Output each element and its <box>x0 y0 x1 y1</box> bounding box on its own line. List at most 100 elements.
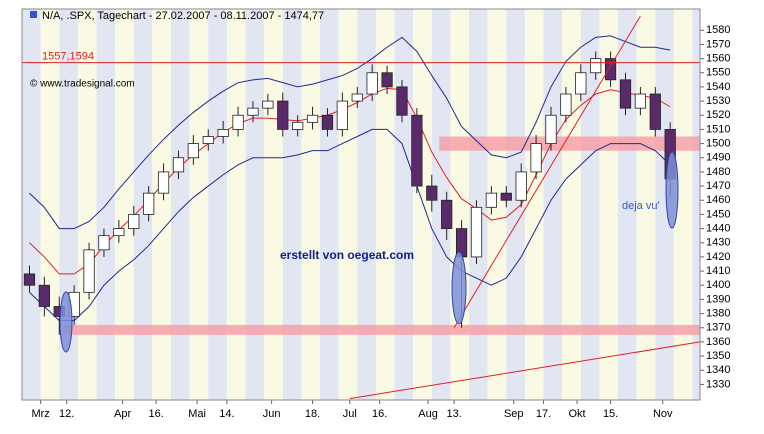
candle-body <box>366 72 378 95</box>
x-tick-label: 18. <box>305 408 320 420</box>
trendline <box>453 15 641 329</box>
y-tick-label: 1560 <box>706 52 730 64</box>
stripe <box>189 9 209 400</box>
y-tick-label: 1550 <box>706 67 730 79</box>
y-tick-label: 1340 <box>706 364 730 376</box>
candle-body <box>143 192 155 215</box>
candle-body <box>128 214 140 229</box>
stripe <box>357 9 376 400</box>
x-tick-label: Aug <box>418 408 438 420</box>
stripe <box>22 9 41 400</box>
stripe <box>692 9 700 400</box>
candle-body <box>38 284 50 307</box>
stripe <box>115 9 134 400</box>
candle-body <box>247 107 259 116</box>
y-tick-label: 1390 <box>706 293 730 305</box>
stripe <box>599 9 619 400</box>
candle-body <box>98 235 110 251</box>
highlight <box>451 251 467 325</box>
plot: 1330 1340 1350 1360 1370 1380 1390 1400 1410 1420… <box>22 15 730 420</box>
x-tick-label: Mrz <box>31 408 49 420</box>
x-tick-label: 15. <box>603 408 618 420</box>
band-line <box>29 128 671 322</box>
stripe <box>450 9 470 400</box>
zone <box>62 324 700 335</box>
x-tick-label: Nov <box>653 408 673 420</box>
x-tick-label: Jun <box>263 408 281 420</box>
candle-body <box>157 171 170 194</box>
y-tick-label: 1580 <box>706 24 730 36</box>
plot-frame <box>21 8 701 401</box>
candle-body <box>232 114 244 130</box>
stripe <box>413 9 432 400</box>
candle-body <box>575 72 587 95</box>
annotation: deja vu' <box>622 200 660 212</box>
candle-body <box>649 93 661 130</box>
candle-body <box>411 114 423 187</box>
candle-body <box>396 86 408 116</box>
y-tick-label: 1510 <box>706 123 730 135</box>
x-tick-label: Jul <box>343 408 357 420</box>
candle-body <box>381 72 393 88</box>
y-tick-label: 1460 <box>706 194 730 206</box>
stripe <box>524 9 544 400</box>
stripe <box>282 9 302 400</box>
y-tick-label: 1410 <box>706 265 730 277</box>
candle-body <box>202 136 214 144</box>
y-tick-label: 1570 <box>706 38 730 50</box>
y-tick-label: 1330 <box>706 378 730 390</box>
candle-body <box>217 129 229 137</box>
x-tick-label: 16. <box>372 408 387 420</box>
band-line <box>29 87 671 275</box>
candle-body <box>634 93 647 109</box>
stripe <box>320 9 339 400</box>
candle-body <box>321 114 334 130</box>
candle-body <box>470 206 483 258</box>
stripe <box>469 9 488 400</box>
x-tick-label: 13. <box>446 408 461 420</box>
candle-body <box>83 249 95 293</box>
x-tick-label: Apr <box>114 408 131 420</box>
y-tick-label: 1540 <box>706 81 730 93</box>
y-tick-label: 1380 <box>706 307 730 319</box>
x-tick-label: Mai <box>188 408 206 420</box>
stripe <box>301 9 321 400</box>
band-line <box>29 35 671 230</box>
candle-body <box>590 58 602 74</box>
candle-body <box>500 192 512 201</box>
y-tick-label: 1360 <box>706 336 730 348</box>
annotation: erstellt von oegeat.com <box>280 248 414 262</box>
stripe <box>375 9 395 400</box>
candle-body <box>485 192 497 208</box>
stripe <box>171 9 190 400</box>
zone <box>439 136 700 151</box>
x-tick-label: Okt <box>569 408 586 420</box>
trendline <box>349 341 701 400</box>
candle-body <box>306 114 319 123</box>
y-tick-label: 1530 <box>706 95 730 107</box>
candle-body <box>23 273 36 286</box>
candle-body <box>604 58 617 81</box>
stripe <box>77 9 97 400</box>
candle-body <box>336 100 348 130</box>
x-tick-label: 14. <box>219 408 234 420</box>
y-tick-label: 1350 <box>706 350 730 362</box>
candle-body <box>187 143 199 159</box>
stripe <box>338 9 358 400</box>
y-tick-label: 1430 <box>706 237 730 249</box>
highlight <box>59 291 73 353</box>
stripe <box>40 9 60 400</box>
x-tick-label: 12. <box>59 408 74 420</box>
y-tick-label: 1370 <box>706 322 730 334</box>
candle-body <box>560 93 572 116</box>
x-tick-label: Sep <box>504 408 524 420</box>
x-tick-label: 17. <box>536 408 551 420</box>
y-tick-label: 1520 <box>706 109 730 121</box>
candle-body <box>262 100 274 109</box>
candle-body <box>277 100 289 130</box>
y-tick-label: 1470 <box>706 180 730 192</box>
candle-body <box>441 199 453 229</box>
stripe <box>673 9 693 400</box>
y-tick-label: 1400 <box>706 279 730 291</box>
stripe <box>245 9 265 400</box>
